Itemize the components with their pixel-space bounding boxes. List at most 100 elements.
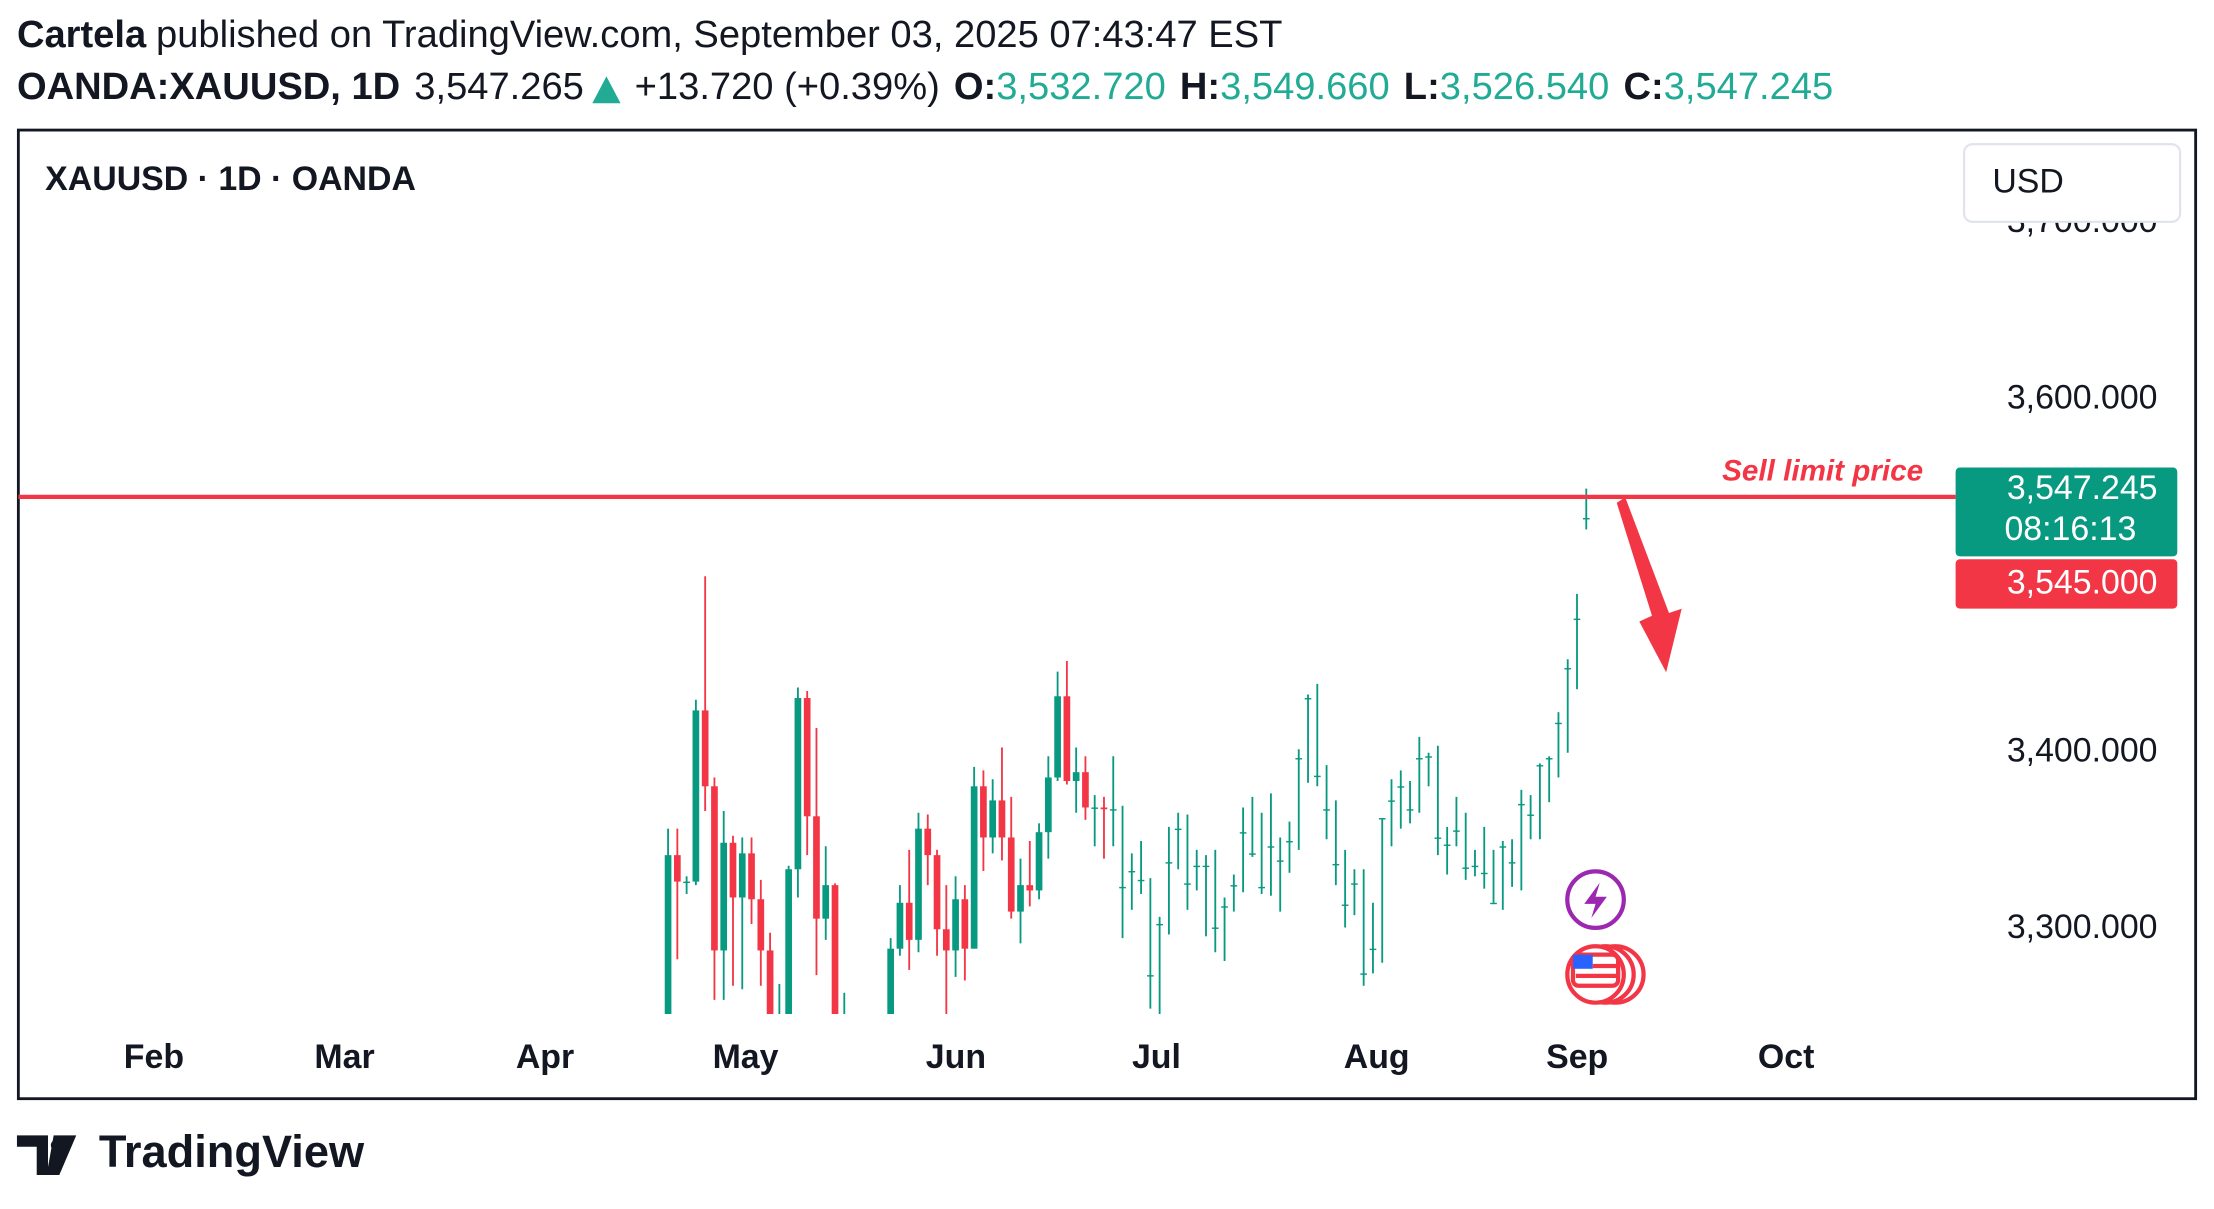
candle-body (803, 698, 811, 817)
candle-body (831, 885, 839, 1014)
publish-line: Cartela published on TradingView.com, Sep… (17, 13, 1282, 56)
candle-body (989, 800, 997, 838)
header-l-value: 3,526.540 (1440, 65, 1610, 108)
candle-body (1564, 668, 1572, 670)
candle-body (1313, 775, 1321, 778)
candle-body (961, 899, 969, 949)
candle-body (1369, 948, 1377, 951)
candle-body (766, 950, 774, 1014)
header-c-label: C: (1623, 65, 1663, 108)
y-tick-label: 3,400.000 (2007, 732, 2158, 770)
x-tick-label: Jun (926, 1038, 986, 1076)
candle-body (1211, 927, 1219, 929)
candle-body (720, 842, 728, 951)
candle-body (646, 1040, 653, 1086)
candle-body (915, 828, 922, 940)
candle-body (692, 710, 700, 882)
candle-body (1518, 803, 1525, 806)
candle-body (1341, 904, 1349, 906)
x-tick-label: Oct (1758, 1038, 1814, 1076)
header-price: 3,547.265 (414, 65, 584, 108)
candle-body (1202, 865, 1210, 868)
candle-body (1184, 883, 1191, 885)
candle-body (1221, 906, 1228, 908)
candle-body (674, 855, 681, 882)
last-price-label: 3,547.245 (2007, 469, 2158, 507)
candle-body (841, 1018, 848, 1046)
ohlc-line: OANDA:XAUUSD, 1D 3,547.265 +13.720 (+0.39%… (17, 65, 1833, 108)
candle-body (1545, 758, 1553, 760)
candle-body (1453, 830, 1460, 832)
logo-mark (16, 1135, 77, 1175)
candle-body (1582, 518, 1590, 520)
candle-body (1286, 841, 1293, 843)
candle-body (822, 885, 830, 919)
logo-dot (50, 1139, 63, 1151)
candle-body (1295, 758, 1303, 760)
candle-body (1035, 832, 1043, 891)
candle-body (757, 899, 765, 951)
candle-body (1471, 865, 1479, 868)
plot-area (646, 488, 1590, 1144)
candle-body (878, 1053, 885, 1102)
axes: 3,300.0003,400.0003,600.0003,700.000FebM… (18, 143, 2182, 1076)
chart-frame (16, 128, 2198, 1101)
down-arrow (1616, 497, 1682, 673)
candle-body (1536, 765, 1544, 767)
candle-body (1156, 923, 1163, 926)
candle-body (1425, 756, 1432, 758)
candle-body (776, 1035, 783, 1037)
candle-body (896, 902, 904, 949)
candle-body (952, 899, 959, 951)
candle-body (1443, 844, 1451, 846)
candle-body (1351, 883, 1358, 885)
candle-body (1054, 696, 1061, 778)
x-tick-label: Aug (1344, 1038, 1410, 1076)
candle-body (1165, 862, 1173, 864)
flag-canton (1572, 954, 1593, 969)
candle-body (683, 881, 690, 884)
candle-body (1091, 807, 1099, 809)
candle-body (869, 1035, 876, 1102)
currency-box (1963, 143, 2182, 223)
candle-body (1230, 885, 1238, 887)
lightning (1584, 882, 1607, 918)
candle-body (701, 710, 709, 787)
y-tick-label: 3,300.000 (2007, 908, 2158, 946)
sell-limit-text: Sell limit price (1722, 455, 1923, 488)
candle-body (887, 948, 894, 1014)
candle-body (859, 1035, 866, 1144)
candle-body (1462, 867, 1470, 869)
candle-body (813, 816, 820, 919)
candle-body (1304, 698, 1312, 700)
candle-body (738, 853, 746, 898)
header-o-value: 3,532.720 (996, 65, 1166, 108)
up-triangle (592, 76, 621, 104)
candle-body (1072, 772, 1080, 781)
candle-body (1147, 975, 1154, 977)
candle-body (1017, 885, 1024, 912)
candle-body (1323, 809, 1330, 811)
candle-body (1508, 862, 1516, 864)
header-change: +13.720 (+0.39%) (635, 65, 940, 108)
candle-body (1007, 837, 1015, 912)
candle-body (1258, 886, 1265, 889)
candle-body (998, 800, 1006, 838)
candle-body (748, 853, 755, 900)
candle-body (1527, 814, 1534, 816)
candle-body (1119, 886, 1126, 889)
candle-body (1063, 696, 1071, 781)
candle-body (1128, 871, 1136, 873)
candle-body (664, 855, 672, 1014)
candle-body (1499, 846, 1507, 848)
candle-body (785, 869, 792, 1014)
candle-body (1360, 973, 1368, 975)
header-c-value: 3,547.245 (1664, 65, 1834, 108)
x-tick-label: Feb (124, 1038, 184, 1076)
candle-body (1573, 618, 1581, 621)
candle-body (933, 855, 941, 930)
candle-body (1406, 809, 1414, 811)
candle-body (655, 1053, 662, 1087)
candle-body (970, 786, 978, 949)
